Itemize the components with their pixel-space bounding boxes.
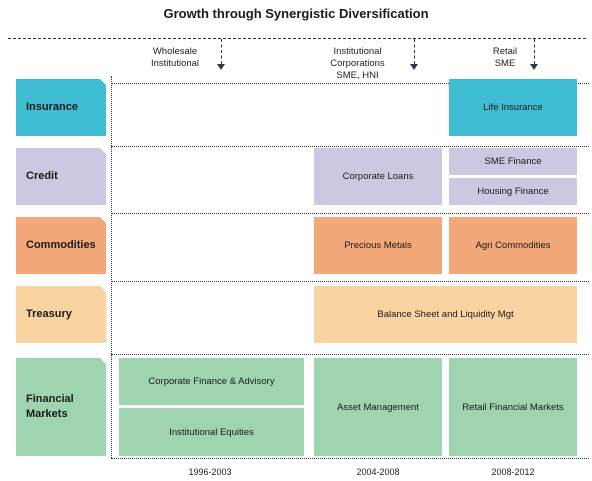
column-header-retail: Retail SME (470, 46, 540, 70)
category-insurance: Insurance (16, 79, 106, 136)
category-credit: Credit (16, 148, 106, 205)
cell-housing-finance: Housing Finance (449, 178, 577, 205)
arrow-wholesale-line (221, 39, 222, 64)
top-divider (8, 38, 586, 39)
category-treasury: Treasury (16, 286, 106, 343)
bottom-line (111, 458, 589, 459)
arrow-institutional-line (414, 39, 415, 64)
category-label-line: Markets (26, 408, 68, 420)
category-label: Treasury (26, 308, 72, 320)
column-header-line: Institutional (150, 58, 200, 69)
column-header-line: SME, HNI (336, 70, 379, 81)
category-label-line: Financial (26, 393, 74, 405)
column-header-wholesale: Wholesale Institutional (135, 46, 215, 70)
arrow-down-icon (217, 64, 225, 70)
year-label: 2004-2008 (356, 467, 400, 477)
year-label: 1996-2003 (188, 467, 232, 477)
cell-corporate-finance-advisory: Corporate Finance & Advisory (119, 358, 304, 405)
cell-life-insurance: Life Insurance (449, 79, 577, 136)
row-line-treasury (111, 281, 589, 282)
cell-sme-finance: SME Finance (449, 148, 577, 175)
row-line-insurance (111, 83, 589, 84)
category-label: Financial Markets (26, 392, 74, 422)
row-line-commodities (111, 213, 589, 214)
column-header-line: SME (494, 58, 516, 69)
year-label: 2008-2012 (491, 467, 535, 477)
category-label: Commodities (26, 239, 96, 251)
diagram-title: Growth through Synergistic Diversificati… (163, 6, 429, 21)
column-header-line: Institutional (333, 46, 382, 57)
cell-retail-financial-markets: Retail Financial Markets (449, 358, 577, 456)
cell-asset-management: Asset Management (314, 358, 442, 456)
column-header-line: Retail (492, 46, 518, 57)
cell-precious-metals: Precious Metals (314, 217, 442, 274)
row-line-credit (111, 146, 589, 147)
cell-balance-sheet-liquidity: Balance Sheet and Liquidity Mgt (314, 286, 577, 343)
cell-corporate-loans: Corporate Loans (314, 148, 442, 205)
arrow-retail-line (534, 39, 535, 64)
cell-agri-commodities: Agri Commodities (449, 217, 577, 274)
column-header-institutional: Institutional Corporations SME, HNI (310, 46, 405, 82)
category-label: Credit (26, 170, 58, 182)
vertical-axis-line (111, 76, 112, 458)
category-commodities: Commodities (16, 217, 106, 274)
column-header-line: Corporations (330, 58, 385, 69)
column-header-line: Wholesale (152, 46, 198, 57)
cell-institutional-equities: Institutional Equities (119, 408, 304, 456)
category-label: Insurance (26, 101, 78, 113)
category-financial-markets: Financial Markets (16, 358, 106, 456)
arrow-down-icon (410, 64, 418, 70)
row-line-financial-markets (111, 354, 589, 355)
arrow-down-icon (530, 64, 538, 70)
